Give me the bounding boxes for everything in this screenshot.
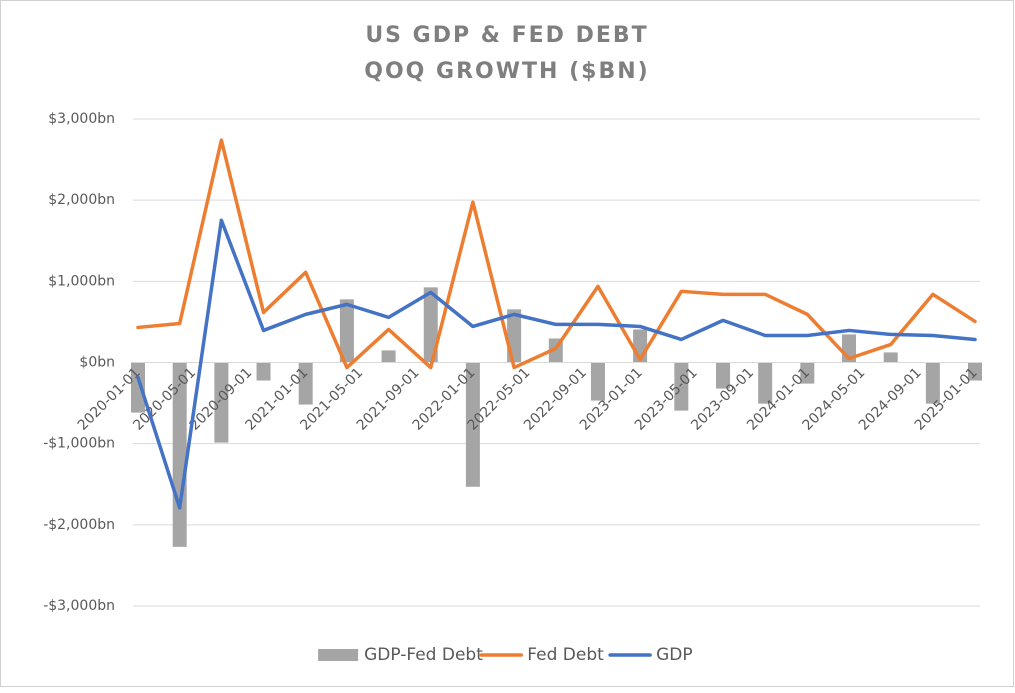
y-tick-label: -$3,000bn bbox=[43, 598, 115, 614]
legend-label: GDP bbox=[656, 645, 693, 665]
legend-label: GDP-Fed Debt bbox=[364, 645, 483, 665]
bar bbox=[800, 362, 815, 384]
legend-swatch bbox=[318, 649, 359, 661]
y-tick-label: $2,000bn bbox=[48, 192, 115, 208]
bar bbox=[298, 362, 313, 405]
y-tick-label: -$2,000bn bbox=[43, 517, 115, 533]
bar bbox=[925, 362, 940, 404]
bar bbox=[423, 287, 438, 363]
bar bbox=[214, 362, 229, 443]
y-tick-label: -$1,000bn bbox=[43, 436, 115, 452]
y-tick-label: $1,000bn bbox=[48, 273, 115, 289]
bar bbox=[716, 362, 731, 389]
bar bbox=[758, 362, 773, 404]
bar bbox=[465, 362, 480, 487]
chart-title: US GDP & FED DEBT bbox=[365, 23, 648, 48]
bar bbox=[674, 362, 689, 411]
bar bbox=[883, 352, 898, 363]
legend-label: Fed Debt bbox=[527, 645, 604, 665]
bar bbox=[381, 350, 396, 363]
bar bbox=[256, 362, 271, 381]
line bbox=[136, 138, 977, 370]
line bbox=[136, 218, 977, 510]
y-tick-label: $0bn bbox=[79, 355, 115, 371]
bar bbox=[339, 299, 354, 363]
bar bbox=[131, 362, 145, 413]
chart-title: QOQ GROWTH ($BN) bbox=[364, 59, 649, 84]
y-tick-label: $3,000bn bbox=[48, 111, 115, 127]
bar bbox=[968, 362, 982, 381]
bar bbox=[590, 362, 605, 401]
